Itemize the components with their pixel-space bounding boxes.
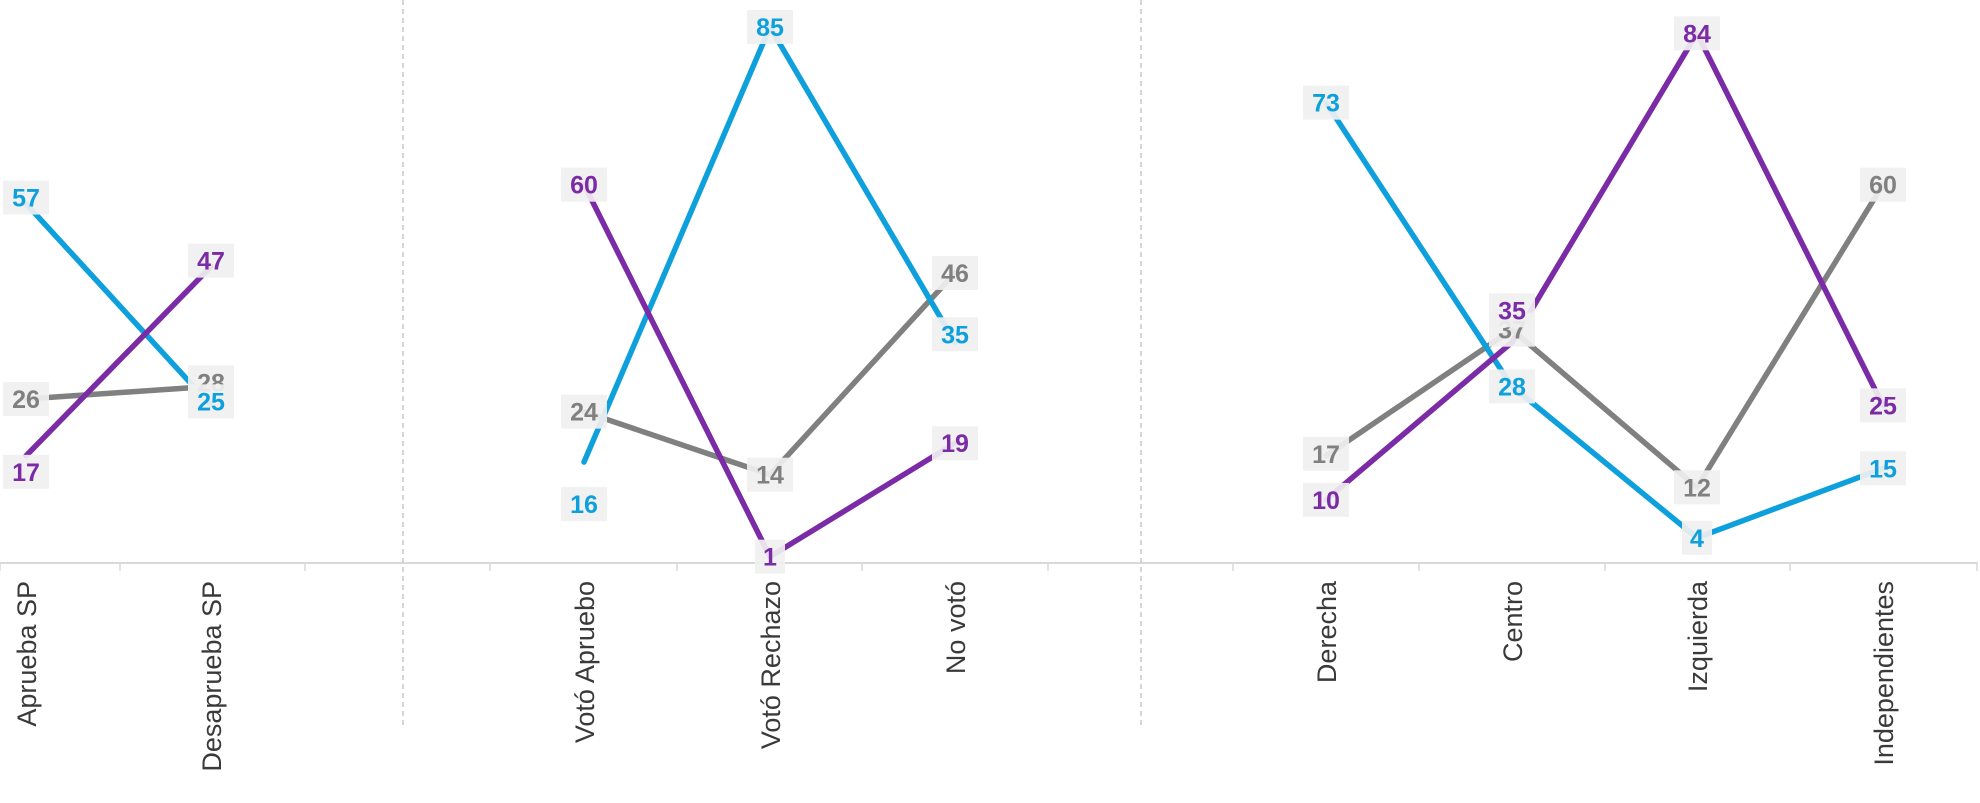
series-line-purple — [581, 181, 958, 560]
data-label-background — [1860, 167, 1906, 202]
category-label: Aprueba SP — [12, 581, 42, 727]
series-line-blue — [581, 24, 958, 465]
data-label-blue: 57 — [12, 185, 40, 213]
data-label-background — [932, 426, 978, 461]
data-label-background — [747, 457, 793, 492]
data-label-purple: 10 — [1312, 487, 1340, 515]
data-label-background — [561, 167, 607, 202]
data-label-background — [3, 454, 49, 489]
data-label-background — [932, 255, 978, 290]
data-label-gray: 14 — [756, 462, 784, 490]
data-label-background — [1860, 451, 1906, 486]
series-line-gray — [581, 270, 958, 478]
data-label-blue: 4 — [1690, 525, 1704, 553]
data-label-background — [1489, 369, 1535, 404]
data-label-background — [188, 384, 234, 419]
data-label-purple: 25 — [1869, 392, 1897, 420]
data-label-blue: 73 — [1312, 90, 1340, 118]
data-label-purple: 19 — [941, 430, 969, 458]
series-line-purple — [1323, 30, 1886, 503]
data-label-background — [3, 382, 49, 417]
data-label-background — [561, 394, 607, 429]
data-label-background — [1303, 85, 1349, 120]
data-label-blue: 85 — [756, 14, 784, 42]
category-label: No votó — [941, 581, 971, 674]
category-label: Independientes — [1869, 581, 1899, 766]
data-label-background — [932, 317, 978, 352]
data-label-background — [1682, 520, 1712, 555]
data-label-background — [1303, 482, 1349, 517]
category-label: Desaprueba SP — [197, 581, 227, 772]
data-label-blue: 16 — [570, 491, 598, 519]
data-label-background — [1489, 293, 1535, 328]
data-label-blue: 15 — [1869, 455, 1897, 483]
series-line-gray — [23, 383, 214, 402]
data-label-background — [755, 539, 785, 574]
data-label-purple: 1 — [763, 544, 777, 572]
data-label-blue: 25 — [197, 388, 225, 416]
series-line-gray — [1323, 181, 1886, 491]
axis-layer — [0, 0, 1978, 725]
data-label-blue: 28 — [1498, 373, 1526, 401]
data-label-purple: 60 — [570, 172, 598, 200]
category-label: Centro — [1498, 581, 1528, 662]
series-line-blue — [23, 200, 214, 409]
data-label-blue: 35 — [941, 321, 969, 349]
data-label-background — [1674, 470, 1720, 505]
series-line-purple — [23, 263, 214, 459]
data-label-background — [3, 180, 49, 215]
data-label-purple: 35 — [1498, 297, 1526, 325]
data-label-background — [561, 487, 607, 522]
data-label-gray: 12 — [1683, 474, 1711, 502]
category-labels-layer: Aprueba SP Desaprueba SP Votó Apruebo Votó … — [12, 580, 1899, 772]
data-label-purple: 17 — [12, 459, 40, 487]
data-label-gray: 24 — [570, 399, 598, 427]
data-label-purple: 84 — [1683, 20, 1711, 48]
data-label-background — [188, 243, 234, 278]
category-label: Derecha — [1312, 580, 1342, 683]
data-label-background — [747, 10, 793, 44]
category-label: Izquierda — [1683, 580, 1713, 692]
data-label-gray: 17 — [1312, 441, 1340, 469]
series-line-blue — [1323, 99, 1886, 541]
data-label-gray: 46 — [941, 260, 969, 288]
data-label-purple: 47 — [197, 248, 225, 276]
data-label-gray: 26 — [12, 386, 40, 414]
series-lines-layer — [23, 24, 1886, 560]
category-label: Votó Rechazo — [756, 581, 786, 749]
category-label: Votó Apruebo — [570, 581, 600, 743]
data-label-background — [1303, 436, 1349, 471]
data-label-background — [1674, 16, 1720, 51]
data-label-gray: 60 — [1869, 172, 1897, 200]
data-label-background — [1860, 388, 1906, 423]
